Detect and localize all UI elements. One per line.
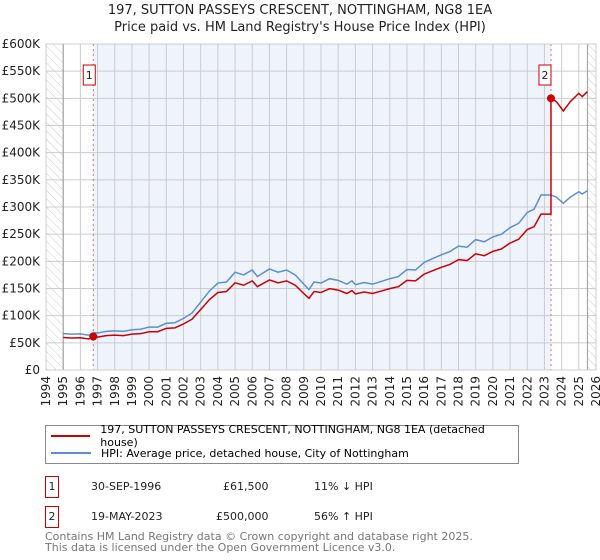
x-tick-label: 2009 [297,376,311,407]
x-tick-label: 2012 [348,376,362,407]
y-tick-label: £450K [2,119,42,133]
transaction-price: £500,000 [216,510,269,523]
x-tick-label: 1996 [73,376,87,407]
x-tick-label: 2014 [383,376,397,407]
footer-copyright: Contains HM Land Registry data © Crown c… [45,530,473,543]
x-tick-label: 2013 [366,376,380,407]
x-tick-label: 2026 [589,376,600,407]
y-tick-label: £100K [2,309,42,323]
legend-swatch-hpi [51,452,91,454]
x-tick-label: 2000 [142,376,156,407]
x-tick-label: 2024 [555,376,569,407]
hpi-line [63,190,588,337]
x-tick-label: 2005 [228,376,242,407]
transaction-hpi: 56% ↑ HPI [314,510,373,523]
y-tick-label: £50K [9,336,41,350]
x-tick-label: 2022 [520,376,534,407]
x-tick-label: 2010 [314,376,328,407]
y-tick-label: £150K [2,282,42,296]
x-tick-label: 1997 [91,376,105,407]
y-tick-label: £200K [2,254,42,268]
sale-badge-label: 1 [86,69,93,82]
transaction-date: 19-MAY-2023 [91,510,163,523]
x-tick-label: 2002 [177,376,191,407]
x-tick-label: 2004 [211,376,225,407]
sale-badge [82,64,96,86]
chart-title: 197, SUTTON PASSEYS CRESCENT, NOTTINGHAM… [107,3,493,18]
x-tick-label: 2023 [537,376,551,407]
x-tick-label: 2017 [434,376,448,407]
transaction-badge: 1 [45,476,59,498]
plot-border [45,43,597,371]
sale-badge-label: 2 [541,69,548,82]
legend: 197, SUTTON PASSEYS CRESCENT, NOTTINGHAM… [45,423,519,464]
y-tick-label: £400K [2,146,42,160]
x-tick-label: 2008 [280,376,294,407]
x-tick-label: 2015 [400,376,414,407]
legend-swatch-price [51,435,91,437]
transaction-badge: 2 [45,506,59,528]
x-tick-label: 2021 [503,376,517,407]
sale-point [89,332,98,341]
x-tick-label: 2011 [331,376,345,407]
legend-item-price: 197, SUTTON PASSEYS CRESCENT, NOTTINGHAM… [51,423,518,449]
sale-badge [538,64,552,86]
y-tick-label: £350K [2,173,42,187]
y-tick-label: £500K [2,91,42,105]
x-tick-label: 2019 [469,376,483,407]
sale-point [546,94,555,103]
x-tick-label: 2007 [262,376,276,407]
transaction-hpi: 11% ↓ HPI [314,480,373,493]
price-chart: 1994 1995 1996 1997 1998 1999 2000 2001 2002 2003… [2,37,600,407]
y-tick-label: £0 [25,363,40,377]
y-tick-label: £250K [2,227,42,241]
x-tick-label: 2003 [194,376,208,407]
transaction-price: £61,500 [223,480,269,493]
y-tick-label: £300K [2,200,42,214]
x-tick-label: 1995 [56,376,70,407]
footer-licence: This data is licensed under the Open Gov… [45,541,396,554]
legend-item-hpi: HPI: Average price, detached house, City… [51,445,409,461]
x-tick-label: 2001 [159,376,173,407]
x-tick-label: 2006 [245,376,259,407]
x-tick-label: 1994 [39,376,53,407]
legend-label-hpi: HPI: Average price, detached house, City… [101,446,409,460]
x-tick-label: 1999 [125,376,139,407]
transaction-date: 30-SEP-1996 [91,480,162,493]
x-tick-label: 2020 [486,376,500,407]
x-tick-label: 2018 [452,376,466,407]
x-tick-label: 2016 [417,376,431,407]
x-tick-label: 2025 [572,376,586,407]
chart-subtitle: Price paid vs. HM Land Registry's House … [114,20,486,35]
x-tick-label: 1998 [108,376,122,407]
legend-label-price: 197, SUTTON PASSEYS CRESCENT, NOTTINGHAM… [100,423,485,449]
y-tick-label: £550K [2,64,42,78]
y-tick-label: £600K [2,37,42,51]
price-paid-line [63,91,588,340]
